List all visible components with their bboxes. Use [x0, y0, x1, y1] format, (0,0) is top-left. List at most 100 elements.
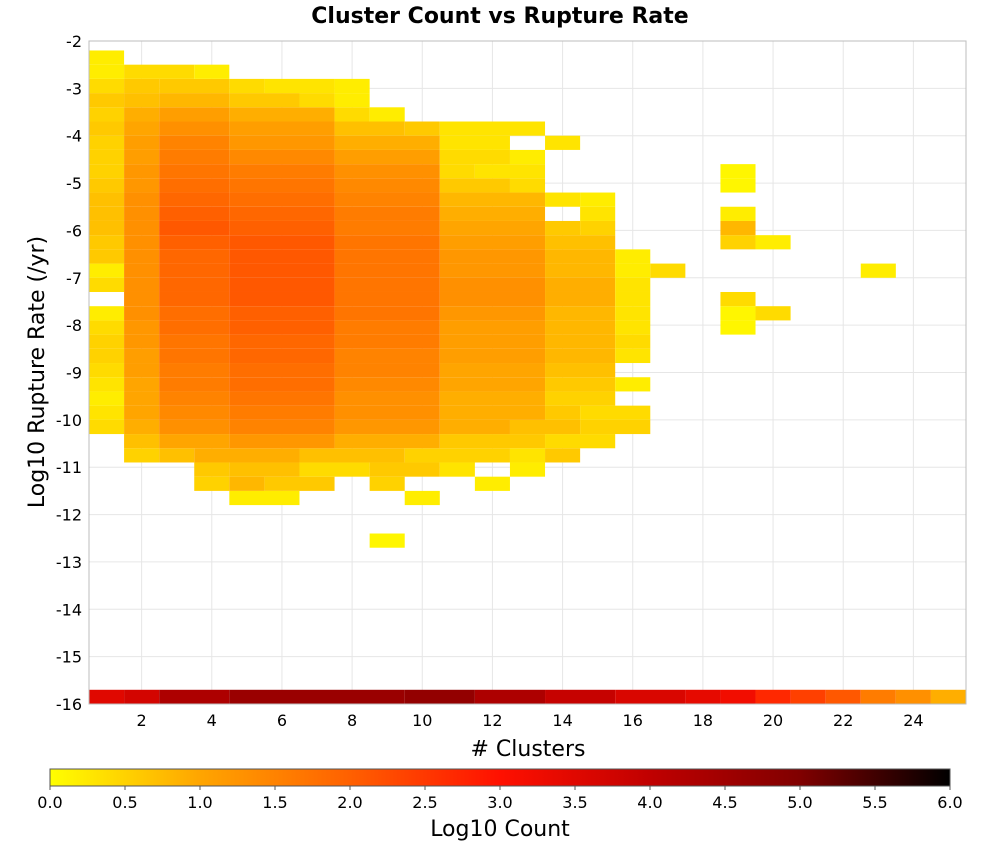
heatmap-cell: [89, 93, 125, 108]
heatmap-cell: [229, 121, 335, 136]
heatmap-cell: [545, 263, 616, 278]
heatmap-cell: [124, 135, 160, 150]
heatmap-cell: [229, 93, 300, 108]
x-tick-label: 24: [903, 711, 923, 730]
heatmap-cell: [124, 206, 160, 221]
heatmap-cell: [580, 206, 616, 221]
colorbar-tick-label: 3.0: [487, 793, 512, 812]
heatmap-cell: [545, 334, 616, 349]
heatmap-cell: [159, 121, 230, 136]
heatmap-cell: [369, 476, 405, 491]
heatmap-cell: [124, 121, 160, 136]
heatmap-cell: [124, 291, 160, 307]
y-tick-label: -14: [56, 600, 82, 619]
heatmap-cell: [229, 235, 335, 250]
heatmap-cell: [334, 277, 440, 292]
heatmap-cell: [89, 206, 125, 221]
heatmap-cell: [334, 291, 440, 307]
heatmap-cell: [545, 320, 616, 335]
heatmap-cell: [474, 689, 546, 704]
heatmap-cell: [159, 135, 230, 150]
heatmap-cell: [334, 405, 440, 420]
heatmap-cell: [229, 107, 335, 122]
heatmap-cell: [229, 419, 335, 435]
chart-title: Cluster Count vs Rupture Rate: [311, 4, 688, 29]
plot-border: [88, 40, 967, 705]
heatmap-cell: [89, 78, 125, 94]
heatmap-cell: [720, 220, 756, 236]
heatmap-cell: [334, 235, 440, 250]
heatmap-cell: [159, 178, 230, 193]
heatmap-cell: [229, 149, 335, 165]
heatmap-cell: [124, 377, 160, 392]
heatmap-cell: [229, 192, 335, 207]
x-tick-label: 10: [412, 711, 432, 730]
heatmap-cell: [124, 391, 160, 406]
heatmap-cell: [229, 306, 335, 321]
heatmap-cell: [89, 135, 125, 150]
heatmap-cell: [159, 405, 230, 420]
heatmap-cell: [439, 206, 546, 221]
heatmap-cell: [89, 391, 125, 406]
heatmap-cell: [229, 78, 265, 94]
heatmap-cell: [229, 249, 335, 264]
x-tick-label: 12: [482, 711, 502, 730]
heatmap-cell: [615, 377, 651, 392]
heatmap-cell: [334, 135, 440, 150]
heatmap-cell: [334, 306, 440, 321]
y-tick-label: -4: [66, 127, 82, 146]
heatmap-cell: [159, 306, 230, 321]
heatmap-cell: [509, 462, 546, 477]
heatmap-cell: [334, 121, 405, 136]
heatmap-cell: [790, 689, 826, 704]
heatmap-cell: [159, 448, 195, 463]
y-tick-label: -5: [66, 174, 82, 193]
heatmap-cell: [545, 306, 616, 321]
heatmap-cell: [229, 220, 335, 236]
heatmap-cell: [720, 235, 756, 250]
heatmap-cell: [369, 462, 440, 477]
heatmap-cell: [439, 419, 510, 435]
heatmap-cell: [299, 448, 405, 463]
y-tick-label: -16: [56, 695, 82, 714]
y-tick-label: -8: [66, 316, 82, 335]
heatmap-cell: [545, 235, 616, 250]
y-tick-label: -13: [56, 553, 82, 572]
colorbar: [49, 768, 951, 787]
colorbar-tick-label: 1.5: [262, 793, 287, 812]
heatmap-cell: [89, 50, 125, 65]
colorbar-tick-label: 0.5: [112, 793, 137, 812]
heatmap-cell: [474, 476, 510, 491]
heatmap-cell: [229, 277, 335, 292]
heatmap-cell: [229, 391, 335, 406]
heatmap-cell: [439, 320, 546, 335]
heatmap-cell: [334, 391, 440, 406]
heatmap-cell: [509, 448, 546, 463]
heatmap-cell: [124, 235, 160, 250]
heatmap-cell: [159, 434, 230, 449]
heatmap-cell: [334, 419, 440, 435]
heatmap-cell: [89, 121, 125, 136]
heatmap-cell: [334, 178, 440, 193]
heatmap-cell: [825, 689, 861, 704]
heatmap-cell: [89, 178, 125, 193]
heatmap-cell: [439, 164, 475, 179]
heatmap-cell: [89, 192, 125, 207]
heatmap-cell: [334, 107, 370, 122]
heatmap-cell: [755, 235, 791, 250]
heatmap-cell: [580, 192, 616, 207]
heatmap-cell: [229, 164, 335, 179]
heatmap-cell: [439, 220, 546, 236]
heatmap-cell: [89, 334, 125, 349]
colorbar-tick-label: 4.5: [712, 793, 737, 812]
heatmap-cell: [89, 348, 125, 364]
heatmap-cell: [229, 135, 335, 150]
heatmap-cell: [89, 220, 125, 236]
heatmap-cell: [439, 149, 510, 165]
colorbar-tick-label: 6.0: [937, 793, 962, 812]
heatmap-cell: [895, 689, 931, 704]
y-tick-label: -9: [66, 364, 82, 383]
heatmap-cell: [615, 306, 651, 321]
y-tick-label: -2: [66, 32, 82, 51]
colorbar-label: Log10 Count: [430, 817, 570, 842]
